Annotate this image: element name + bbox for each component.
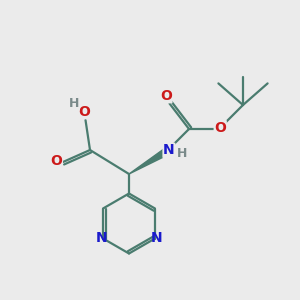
Text: O: O xyxy=(214,121,226,135)
Polygon shape xyxy=(129,148,168,174)
Text: O: O xyxy=(78,105,90,118)
Text: N: N xyxy=(163,143,175,157)
Text: O: O xyxy=(50,154,62,168)
Text: N: N xyxy=(151,232,162,245)
Text: O: O xyxy=(160,89,172,103)
Text: H: H xyxy=(177,147,187,161)
Text: N: N xyxy=(96,232,107,245)
Text: H: H xyxy=(69,97,79,110)
